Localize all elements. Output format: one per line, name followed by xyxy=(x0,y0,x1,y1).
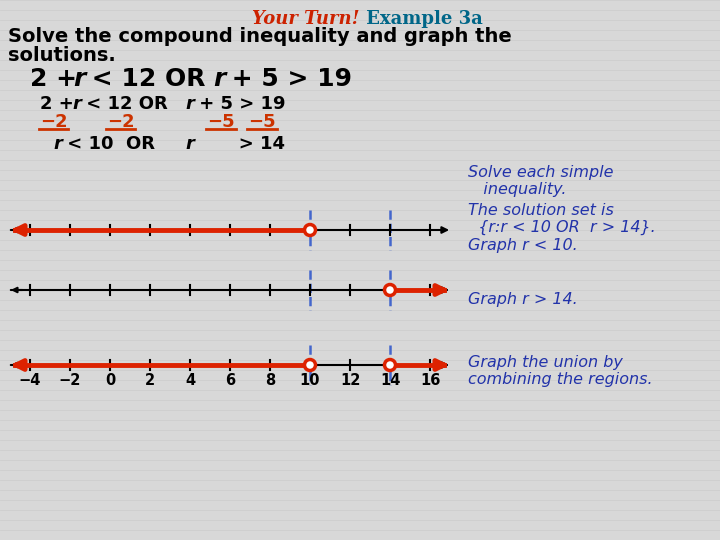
Text: > 14: > 14 xyxy=(195,135,285,153)
Text: 12: 12 xyxy=(340,373,360,388)
Text: 10: 10 xyxy=(300,373,320,388)
Circle shape xyxy=(306,226,314,234)
Text: −5: −5 xyxy=(207,113,235,131)
Circle shape xyxy=(306,361,314,369)
Text: solutions.: solutions. xyxy=(8,46,116,65)
Text: Graph r < 10.: Graph r < 10. xyxy=(468,238,577,253)
Text: −4: −4 xyxy=(19,373,41,388)
Circle shape xyxy=(386,361,395,369)
Circle shape xyxy=(386,286,395,294)
Text: Solve the compound inequality and graph the: Solve the compound inequality and graph … xyxy=(8,27,512,46)
Text: inequality.: inequality. xyxy=(468,182,567,197)
Text: Your Turn!: Your Turn! xyxy=(253,10,360,28)
Text: {r:r < 10 OR  r > 14}.: {r:r < 10 OR r > 14}. xyxy=(468,220,656,235)
Text: Solve each simple: Solve each simple xyxy=(468,165,613,180)
Text: 2 +: 2 + xyxy=(30,67,77,91)
Text: < 12 OR: < 12 OR xyxy=(83,67,215,91)
Text: 16: 16 xyxy=(420,373,440,388)
Text: r: r xyxy=(185,95,194,113)
Text: −2: −2 xyxy=(40,113,68,131)
Text: 2 +: 2 + xyxy=(40,95,73,113)
Text: 2: 2 xyxy=(145,373,155,388)
Text: 14: 14 xyxy=(380,373,400,388)
Text: −2: −2 xyxy=(107,113,135,131)
Text: Example 3a: Example 3a xyxy=(360,10,482,28)
Text: 4: 4 xyxy=(185,373,195,388)
Text: < 12 OR: < 12 OR xyxy=(80,95,174,113)
Text: −5: −5 xyxy=(248,113,276,131)
Text: Graph r > 14.: Graph r > 14. xyxy=(468,292,577,307)
Text: −2: −2 xyxy=(59,373,81,388)
Text: Graph the union by: Graph the union by xyxy=(468,355,623,370)
Text: r: r xyxy=(185,135,194,153)
Text: 0: 0 xyxy=(105,373,115,388)
Text: 8: 8 xyxy=(265,373,275,388)
Text: r: r xyxy=(73,67,86,91)
Text: < 10  OR: < 10 OR xyxy=(61,135,161,153)
Text: r: r xyxy=(53,135,62,153)
Text: The solution set is: The solution set is xyxy=(468,203,614,218)
Text: + 5 > 19: + 5 > 19 xyxy=(223,67,352,91)
Text: + 5 > 19: + 5 > 19 xyxy=(193,95,286,113)
Text: 6: 6 xyxy=(225,373,235,388)
Text: r: r xyxy=(72,95,81,113)
Text: r: r xyxy=(213,67,225,91)
Text: combining the regions.: combining the regions. xyxy=(468,372,652,387)
